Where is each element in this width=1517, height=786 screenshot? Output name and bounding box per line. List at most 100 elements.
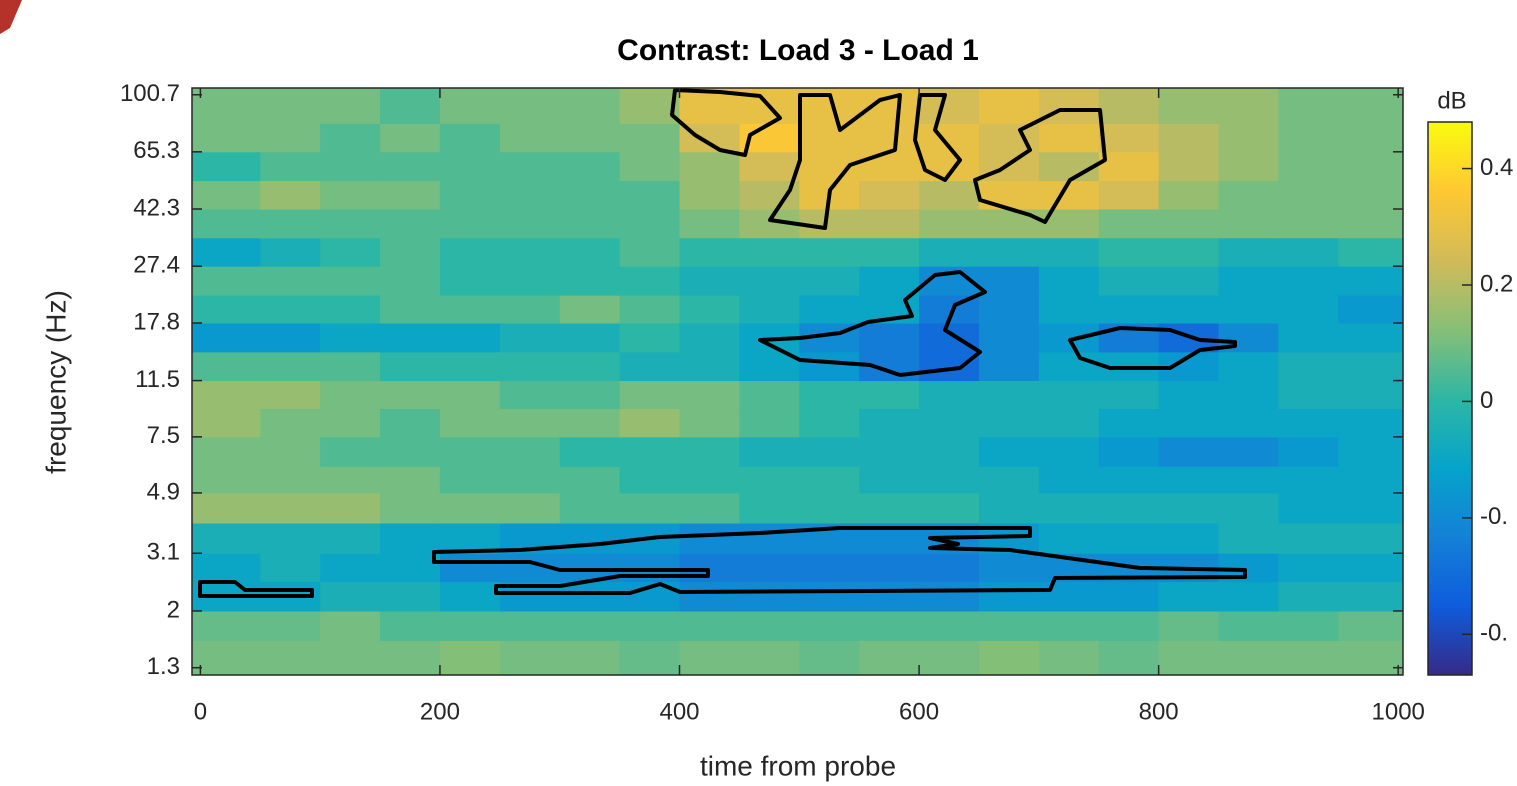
- heatmap-cell: [978, 380, 1040, 410]
- heatmap-cell: [1038, 295, 1100, 324]
- heatmap-cell: [1158, 581, 1220, 612]
- heatmap-cell: [679, 180, 740, 210]
- heatmap-cell: [619, 123, 681, 153]
- heatmap-cell: [559, 323, 621, 353]
- heatmap-cell: [1218, 380, 1279, 410]
- heatmap-cell: [859, 180, 920, 210]
- heatmap-cell: [320, 640, 381, 676]
- heatmap-cell: [919, 436, 980, 467]
- heatmap-cell: [1098, 237, 1160, 267]
- heatmap-cell: [799, 610, 860, 641]
- heatmap-cell: [1158, 266, 1220, 296]
- heatmap-cell: [1338, 209, 1404, 239]
- contour: [768, 93, 902, 230]
- heatmap-cell: [739, 492, 800, 524]
- heatmap-cell: [380, 523, 441, 554]
- heatmap-cell: [739, 266, 800, 296]
- heatmap-cell: [380, 123, 441, 153]
- heatmap-cell: [978, 492, 1040, 524]
- heatmap-cell: [859, 640, 920, 676]
- heatmap-cell: [739, 408, 800, 438]
- heatmap-cell: [1038, 610, 1100, 641]
- heatmap-cell: [619, 610, 681, 641]
- heatmap-cell: [1338, 610, 1404, 641]
- heatmap-cell: [1038, 408, 1100, 438]
- heatmap-cell: [619, 436, 681, 467]
- heatmap-cell: [799, 581, 860, 612]
- heatmap-cell: [1218, 88, 1279, 124]
- heatmap-cell: [1158, 408, 1220, 438]
- heatmap-cell: [679, 466, 740, 494]
- colorbar-label: dB: [1437, 87, 1466, 114]
- heatmap-cell: [320, 209, 381, 239]
- heatmap-cell: [1338, 295, 1404, 324]
- colorbar-tick-label: 0.2: [1480, 270, 1513, 297]
- heatmap-cell: [192, 180, 261, 210]
- colorbar-tick-label: 0.4: [1480, 154, 1513, 181]
- heatmap-cell: [499, 209, 561, 239]
- heatmap-cell: [739, 553, 800, 583]
- heatmap-cell: [919, 466, 980, 494]
- heatmap-cell: [1278, 237, 1339, 267]
- heatmap-cell: [260, 466, 321, 494]
- heatmap-cell: [1038, 640, 1100, 676]
- heatmap-cell: [1158, 466, 1220, 494]
- heatmap-cell: [1338, 351, 1404, 382]
- heatmap-cell: [439, 209, 501, 239]
- heatmap-cell: [260, 408, 321, 438]
- contour: [198, 580, 314, 598]
- heatmap-cell: [679, 610, 740, 641]
- heatmap-cell: [799, 237, 860, 267]
- heatmap-cell: [1038, 380, 1100, 410]
- heatmap-cell: [859, 209, 920, 239]
- heatmap-cell: [439, 295, 501, 324]
- heatmap-cell: [619, 492, 681, 524]
- heatmap-cell: [439, 123, 501, 153]
- heatmap-cell: [1038, 88, 1100, 124]
- heatmap-cell: [1038, 466, 1100, 494]
- heatmap-cell: [978, 553, 1040, 583]
- heatmap-cell: [1038, 581, 1100, 612]
- heatmap-cell: [192, 380, 261, 410]
- heatmap-cell: [1158, 436, 1220, 467]
- heatmap-cell: [978, 466, 1040, 494]
- heatmap-cell: [260, 151, 321, 182]
- heatmap-cell: [380, 351, 441, 382]
- heatmap-cell: [978, 88, 1040, 124]
- heatmap-cell: [320, 266, 381, 296]
- heatmap-cell: [1158, 209, 1220, 239]
- heatmap-cell: [320, 380, 381, 410]
- heatmap-cell: [192, 523, 261, 554]
- heatmap-cell: [1278, 553, 1339, 583]
- heatmap-cell: [859, 581, 920, 612]
- heatmap-cell: [799, 553, 860, 583]
- chart-title: Contrast: Load 3 - Load 1: [617, 34, 979, 67]
- heatmap-cell: [260, 88, 321, 124]
- heatmap-cell: [559, 466, 621, 494]
- heatmap-cell: [1278, 380, 1339, 410]
- heatmap-cell: [919, 492, 980, 524]
- contour: [973, 108, 1107, 224]
- x-axis-label: time from probe: [700, 750, 896, 781]
- contour: [758, 270, 987, 377]
- significance-contours: [198, 88, 1247, 598]
- heatmap-cell: [679, 266, 740, 296]
- heatmap-cell: [919, 209, 980, 239]
- heatmap-cell: [1158, 523, 1220, 554]
- heatmap-cell: [380, 180, 441, 210]
- heatmap-cell: [859, 123, 920, 153]
- heatmap-cell: [1278, 492, 1339, 524]
- heatmap-cell: [1098, 640, 1160, 676]
- heatmap-cell: [439, 88, 501, 124]
- heatmap-cell: [1098, 123, 1160, 153]
- y-tick-label: 100.7: [120, 80, 180, 107]
- heatmap-cell: [192, 88, 261, 124]
- heatmap-cell: [192, 351, 261, 382]
- heatmap-cell: [619, 266, 681, 296]
- heatmap-cell: [260, 180, 321, 210]
- heatmap-cell: [380, 323, 441, 353]
- heatmap-cell: [499, 266, 561, 296]
- heatmap-cell: [1338, 640, 1404, 676]
- contour: [913, 93, 962, 182]
- heatmap-cell: [260, 610, 321, 641]
